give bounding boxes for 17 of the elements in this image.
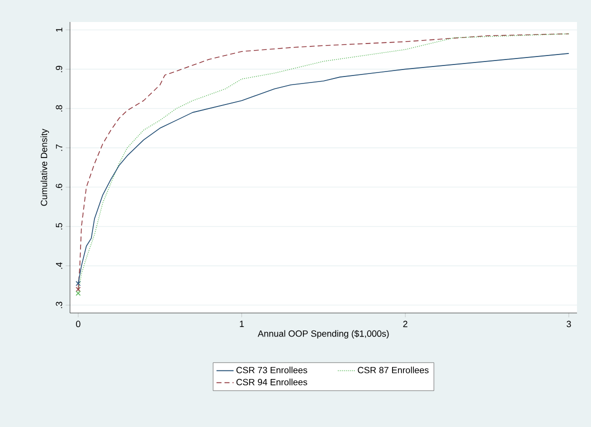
legend-label: CSR 87 Enrollees <box>358 366 429 374</box>
y-axis-title: Cumulative Density <box>40 128 49 206</box>
y-tick-label: .9 <box>56 66 62 72</box>
y-tick-label: .7 <box>56 144 62 151</box>
y-tick-label: .3 <box>56 302 62 308</box>
x-tick-label: 1 <box>240 320 244 327</box>
y-tick-label: .8 <box>56 105 62 112</box>
legend-label: CSR 73 Enrollees <box>236 366 308 374</box>
y-tick-label: .5 <box>56 223 62 230</box>
y-tick-label: .4 <box>56 262 62 269</box>
x-tick-label: 3 <box>566 320 571 328</box>
x-tick-label: 0 <box>76 320 80 328</box>
x-tick-label: 2 <box>403 320 408 328</box>
x-axis-title: Annual OOP Spending ($1,000s) <box>258 330 389 339</box>
y-tick-label: .6 <box>56 184 62 190</box>
legend-label: CSR 94 Enrollees <box>236 378 308 386</box>
y-tick-label: 1 <box>56 28 62 32</box>
